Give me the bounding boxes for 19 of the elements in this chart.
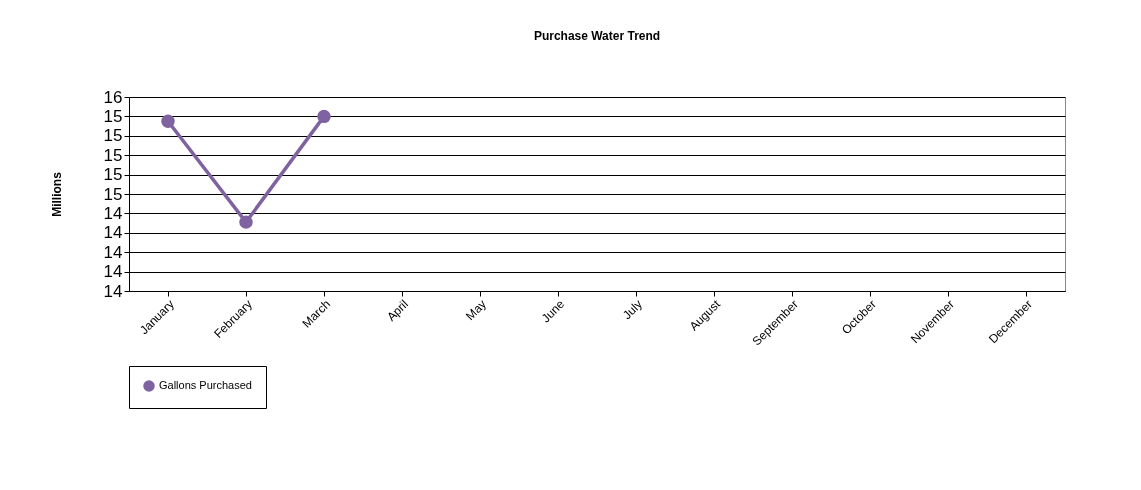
- chart-title: Purchase Water Trend: [533, 29, 661, 43]
- y-tick-label: 15: [103, 145, 123, 165]
- point: [239, 215, 253, 229]
- y-tick-label: 15: [103, 184, 123, 204]
- y-tick-label: 14: [103, 242, 123, 262]
- point: [161, 114, 175, 128]
- legend-label: Gallons Purchased: [159, 379, 252, 391]
- x-tick-label: May: [463, 297, 489, 324]
- y-tick-label: 15: [103, 106, 123, 126]
- y-tick-label: 15: [103, 165, 123, 185]
- y-axis-title: Millions: [49, 171, 64, 217]
- y-tick-label: 14: [103, 262, 123, 282]
- y-tick-label: 14: [103, 223, 123, 243]
- point: [317, 109, 331, 124]
- y-tick-label: 16: [103, 87, 123, 107]
- y-tick-label: 14: [103, 281, 123, 301]
- y-tick-label: 14: [103, 203, 123, 223]
- y-tick-label: 15: [103, 126, 123, 146]
- x-tick-label: July: [619, 297, 645, 323]
